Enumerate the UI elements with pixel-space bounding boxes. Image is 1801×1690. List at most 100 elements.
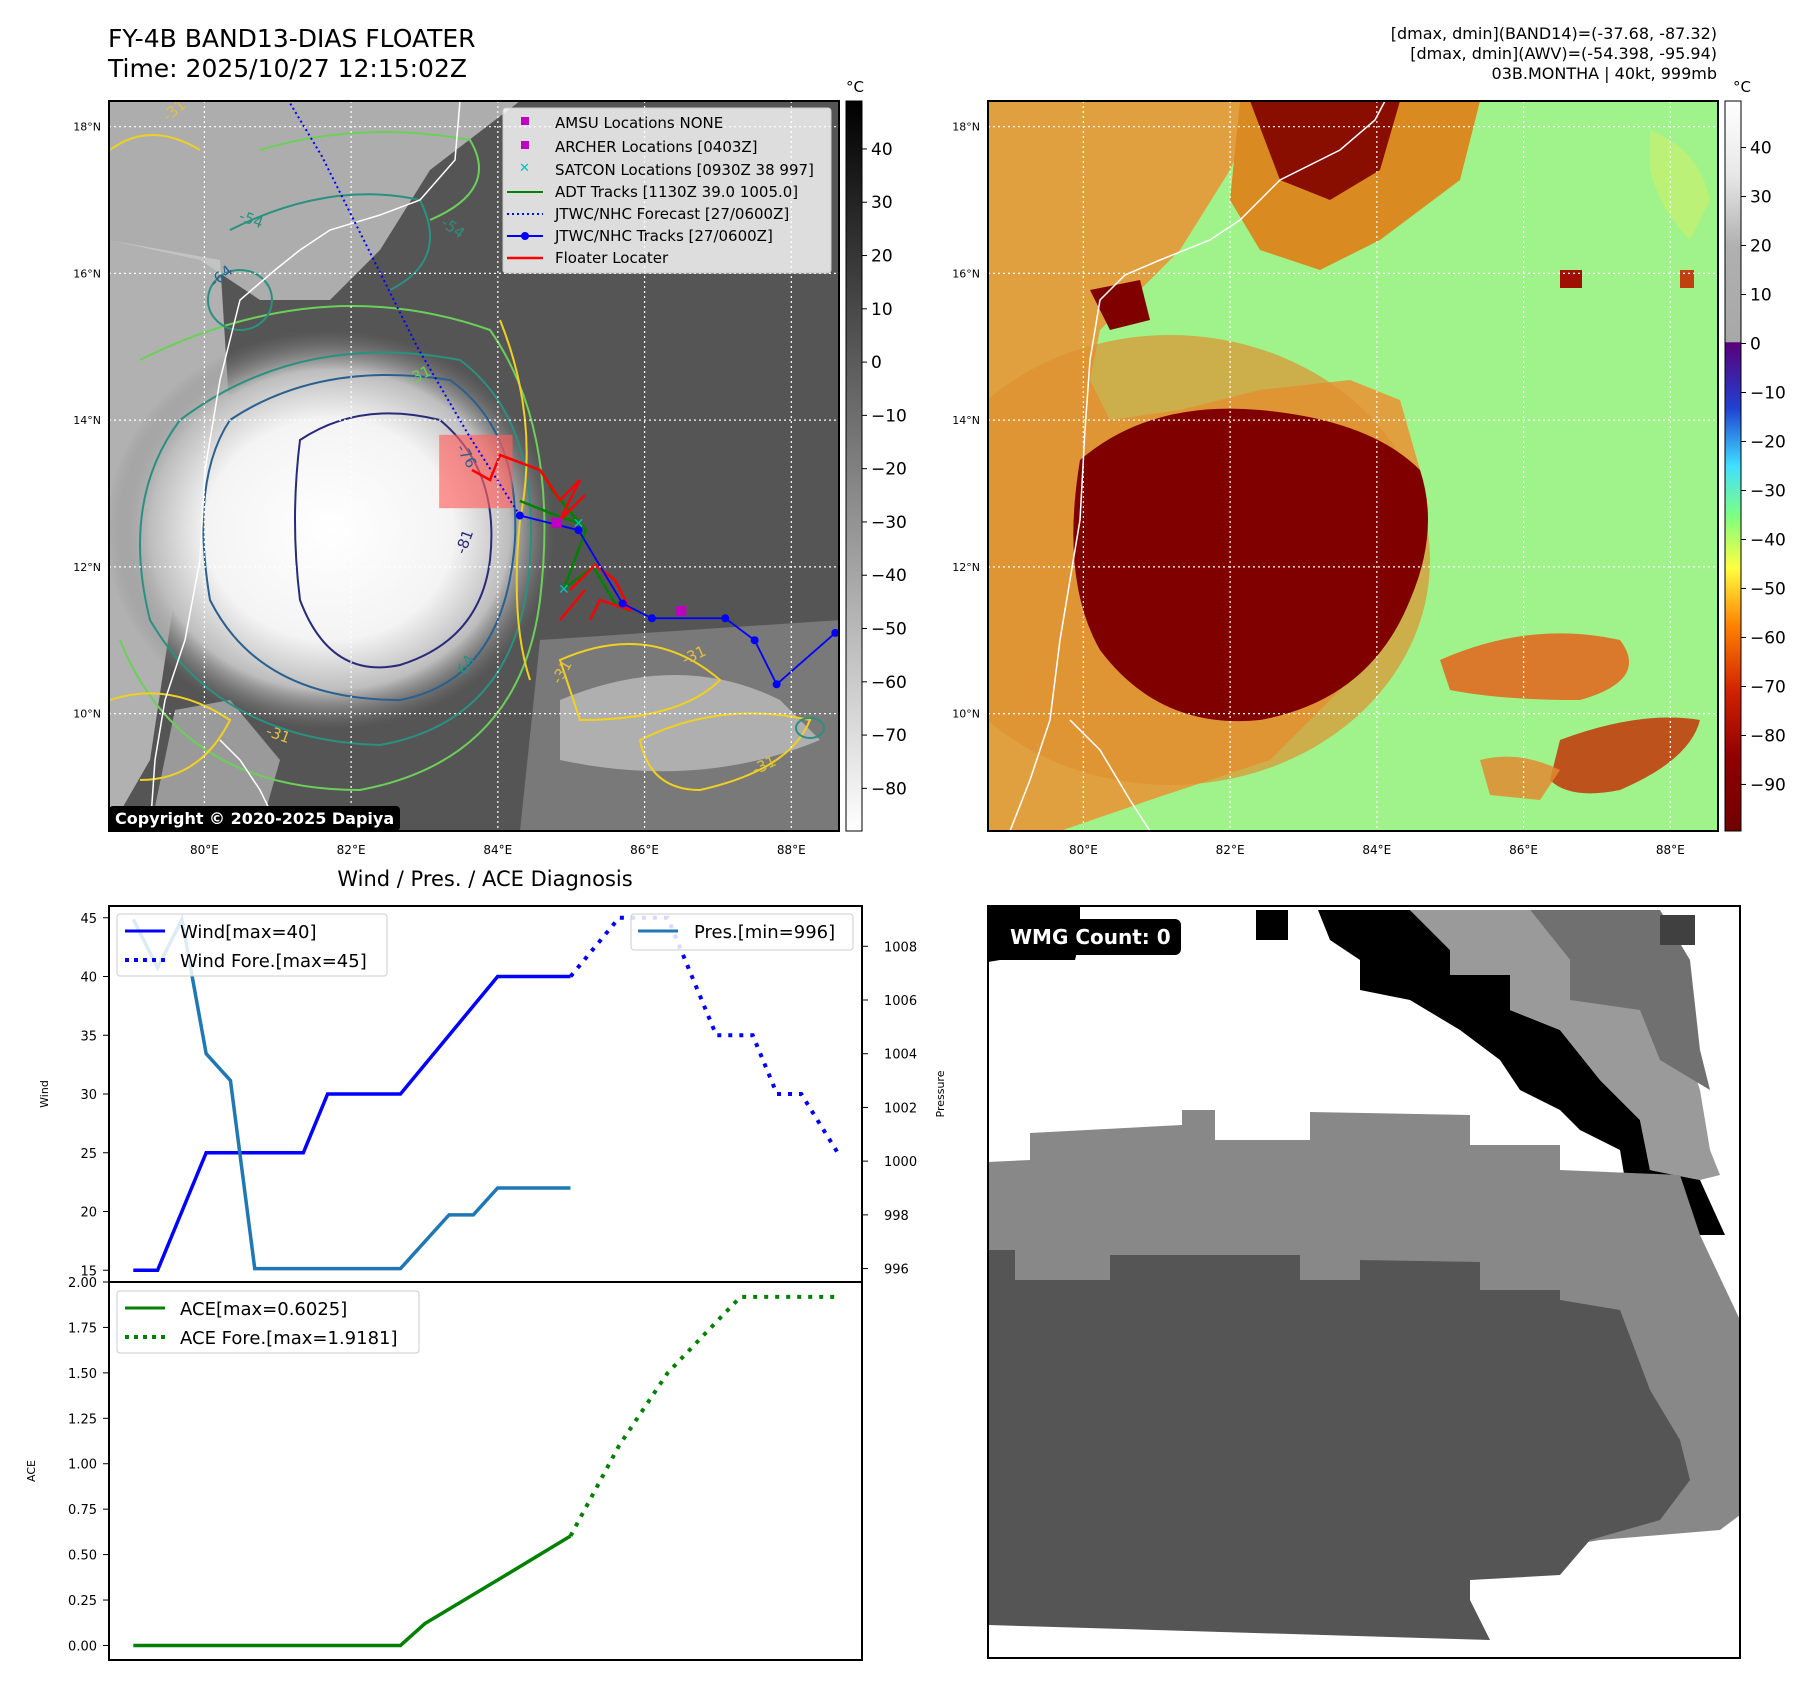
colorbar-right-scale [1724, 100, 1742, 832]
coastline [149, 101, 461, 831]
lat-label: 16°N [952, 267, 980, 280]
legend-label-adt: ADT Tracks [1130Z 39.0 1005.0] [555, 183, 798, 201]
wind-tick-label: 25 [80, 1147, 97, 1162]
contour-w-64 [207, 269, 273, 331]
ace-tick-label: 0.75 [68, 1503, 97, 1518]
copyright-badge: Copyright © 2020-2025 Dapiya [109, 806, 401, 831]
series-line-2 [131, 913, 571, 1271]
colorbar-tick-label: 40 [1750, 139, 1772, 159]
wind-tick-label: 35 [80, 1029, 97, 1044]
contour-31-e [109, 134, 201, 151]
satcon-points: ✕✕ [558, 516, 584, 598]
colorbar-tick-label: −20 [1750, 433, 1786, 453]
colorbar-tick-label: −10 [871, 406, 907, 426]
lon-label: 86°E [630, 843, 659, 857]
colorbar-tick-label: −70 [1750, 677, 1786, 697]
ace-tick-label: 1.50 [68, 1367, 97, 1382]
legend-label-forecast: JTWC/NHC Forecast [27/0600Z] [554, 205, 789, 223]
wind-ticks: 15 20 25 30 35 40 45 [80, 912, 109, 1279]
awv-map-frame [987, 100, 1719, 832]
wind-tick-label: 20 [80, 1206, 97, 1221]
colorbar-tick-label: −20 [871, 460, 907, 480]
colorbar-left-ticks: 40 30 20 10 0 −10 −20 −30 −40 −50 −60 −70 −80 [862, 140, 907, 799]
colorbar-tick-label: 20 [1750, 237, 1772, 257]
ir-map-frame [108, 100, 840, 832]
map-gridlines-right [988, 101, 1718, 831]
jtwc-track-point [515, 511, 524, 520]
legend-box [502, 107, 832, 274]
wind-tick-label: 15 [80, 1264, 97, 1279]
colorbar-tick-label: −50 [871, 620, 907, 640]
legend-marker-archer [521, 141, 529, 149]
legend-marker-track-dot [521, 232, 529, 240]
colorbar-right-unit: °C [1733, 78, 1751, 96]
pressure-ylabel: Pressure [934, 1070, 947, 1117]
info-storm: 03B.MONTHA | 40kt, 999mb [1491, 64, 1717, 83]
figure-title-line1: FY-4B BAND13-DIAS FLOATER [108, 24, 476, 53]
pressure-tick-label: 1006 [884, 994, 917, 1009]
awv-spot-e [1680, 270, 1694, 288]
legend-label-floater: Floater Locater [555, 249, 669, 267]
contour-64 [139, 351, 533, 747]
ace-series-line-0 [133, 1534, 572, 1648]
pressure-tick-label: 1002 [884, 1101, 917, 1116]
ir-cloud-core [109, 330, 555, 730]
series-line-0 [133, 974, 571, 1272]
wind-tick-label: 45 [80, 912, 97, 927]
colorbar-tick-label: −50 [1750, 579, 1786, 599]
lat-label: 18°N [952, 121, 980, 134]
legend-label-archer: ARCHER Locations [0403Z] [555, 138, 758, 156]
awv-band-east [1440, 633, 1629, 700]
lon-label: 86°E [1509, 843, 1538, 857]
wmg-black-diagonal [1318, 910, 1725, 1235]
colorbar-tick-label: −40 [871, 566, 907, 586]
ace-lines [133, 1294, 838, 1648]
lat-label: 12°N [952, 561, 980, 574]
wmg-panel [987, 905, 1741, 1659]
ace-series-line-1 [568, 1294, 838, 1537]
jtwc-track-point [875, 600, 883, 608]
wind-ylabel: Wind [38, 1080, 51, 1108]
colorbar-tick-label: 10 [871, 300, 893, 320]
coastline-right [1009, 101, 1386, 831]
ace-legend: ACE[max=0.6025] ACE Fore.[max=1.9181] [116, 1290, 420, 1354]
lat-label: 10°N [73, 708, 101, 721]
wind-legend-box [116, 913, 388, 977]
pressure-tick-label: 1004 [884, 1048, 917, 1063]
lon-label: 82°E [1216, 843, 1245, 857]
contour-north-64 [229, 193, 431, 291]
colorbar-tick-label: −30 [871, 513, 907, 533]
jtwc-track-points [515, 511, 883, 689]
wmg-dark-gray-ne [1530, 910, 1710, 1090]
legend-label-tracks: JTWC/NHC Tracks [27/0600Z] [554, 227, 773, 245]
diagnosis-title: Wind / Pres. / ACE Diagnosis [337, 867, 632, 891]
lon-label: 88°E [777, 843, 806, 857]
legend-label-satcon: SATCON Locations [0930Z 38 997] [555, 161, 814, 179]
info-band14: [dmax, dmin](BAND14)=(-37.68, -87.32) [1390, 24, 1717, 43]
wmg-dark-gray [988, 1250, 1690, 1640]
contour-31-b [638, 712, 812, 792]
colorbar-tick-label: −70 [871, 726, 907, 746]
lat-label: 16°N [73, 267, 101, 280]
legend-marker-amsu [521, 117, 529, 125]
archer-point [676, 605, 687, 616]
colorbar-tick-label: 30 [1750, 188, 1772, 208]
satcon-point: ✕ [558, 582, 570, 598]
lat-label: 18°N [73, 121, 101, 134]
ir-map-panel: ✕✕ -31 -54 -54 -64 -31 -76 -81 -64 -31 -… [109, 101, 883, 831]
wmg-darkest-ne [1660, 915, 1695, 945]
colorbar-tick-label: 0 [871, 353, 882, 373]
archer-point [551, 517, 562, 528]
figure-title: FY-4B BAND13-DIAS FLOATER Time: 2025/10/… [108, 24, 476, 84]
contour-54 [119, 305, 546, 792]
ace-legend-label: ACE[max=0.6025] [180, 1299, 347, 1320]
colorbar-tick-label: −60 [871, 673, 907, 693]
colorbar-right-ticks: 40 30 20 10 0 −10 −20 −30 −40 −50 −60 −70 −80 −90 [1741, 139, 1786, 795]
jtwc-track-point [618, 599, 627, 608]
satcon-point: ✕ [573, 516, 585, 532]
ace-tick-label: 2.00 [68, 1276, 97, 1291]
lon-label: 88°E [1656, 843, 1685, 857]
archer-points [551, 517, 687, 616]
awv-band-s [1480, 756, 1560, 800]
wind-pressure-lines [131, 913, 840, 1272]
